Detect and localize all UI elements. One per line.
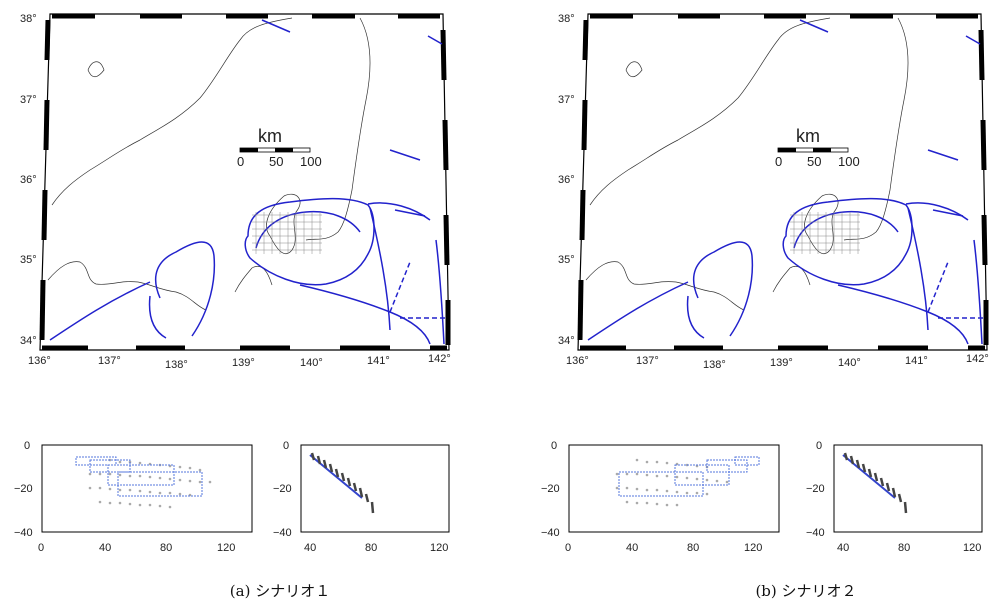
slab-points <box>843 452 908 514</box>
lon-label: 142° <box>966 353 989 365</box>
caption-b: (b) シナリオ２ <box>755 582 857 600</box>
xtick: 120 <box>963 542 981 554</box>
scale-tick-50: 50 <box>269 154 283 169</box>
xtick: 40 <box>99 542 111 554</box>
slab-points <box>310 452 375 514</box>
source-grid <box>790 212 860 254</box>
xtick: 80 <box>365 542 377 554</box>
slab-line <box>842 454 896 499</box>
caption-a: (a) シナリオ１ <box>229 582 331 600</box>
lat-label: 38° <box>20 13 37 25</box>
section-left-a: 0 −20 −40 0 40 80 120 <box>14 440 253 554</box>
fault-lines <box>587 19 984 345</box>
ytick: −40 <box>273 527 292 539</box>
scale-unit: km <box>258 126 282 146</box>
ytick: −40 <box>806 527 825 539</box>
ytick: −20 <box>273 483 292 495</box>
lon-label: 140° <box>300 357 323 369</box>
source-grid <box>252 212 322 254</box>
lat-label: 36° <box>558 174 575 186</box>
xtick: 40 <box>304 542 316 554</box>
scale-tick-0: 0 <box>775 154 782 169</box>
map-a: km 0 50 100 38° 37° 36° 35° 34° 136° 137… <box>20 13 451 371</box>
xtick: 0 <box>38 542 44 554</box>
xtick: 120 <box>430 542 448 554</box>
scale-tick-50: 50 <box>807 154 821 169</box>
lat-label: 37° <box>20 94 37 106</box>
scale-tick-0: 0 <box>237 154 244 169</box>
lon-label: 137° <box>636 355 659 367</box>
coastline <box>585 17 909 311</box>
ytick: 0 <box>283 440 289 452</box>
map-b: km 0 50 100 38° 37° 36° 35° 34° 136° 137… <box>558 13 989 371</box>
lat-label: 35° <box>558 254 575 266</box>
lon-label: 141° <box>905 355 928 367</box>
xtick: 80 <box>160 542 172 554</box>
lat-label: 36° <box>20 174 37 186</box>
xtick: 120 <box>217 542 235 554</box>
map-border-ticks <box>577 13 989 351</box>
section-right-b: 0 −20 −40 40 80 120 <box>806 440 983 554</box>
ytick: −40 <box>541 527 560 539</box>
depth-points <box>615 458 729 507</box>
xtick: 0 <box>565 542 571 554</box>
scale-bar: km 0 50 100 <box>775 126 860 169</box>
lon-label: 142° <box>428 353 451 365</box>
xtick: 80 <box>687 542 699 554</box>
lon-label: 136° <box>28 355 51 367</box>
xtick: 40 <box>837 542 849 554</box>
xtick: 40 <box>626 542 638 554</box>
coastline <box>47 17 371 311</box>
ytick: −40 <box>14 527 33 539</box>
depth-points <box>88 458 212 509</box>
lon-label: 138° <box>703 359 726 371</box>
slab-line <box>309 454 363 499</box>
lat-label: 37° <box>558 94 575 106</box>
ytick: 0 <box>551 440 557 452</box>
ytick: −20 <box>14 483 33 495</box>
section-left-b: 0 −20 −40 0 40 80 120 <box>541 440 780 554</box>
lat-label: 38° <box>558 13 575 25</box>
ytick: −20 <box>806 483 825 495</box>
map-border-ticks <box>39 13 451 351</box>
scale-tick-100: 100 <box>838 154 860 169</box>
scale-tick-100: 100 <box>300 154 322 169</box>
xtick: 120 <box>744 542 762 554</box>
ytick: 0 <box>24 440 30 452</box>
xtick: 80 <box>898 542 910 554</box>
fault-rectangles <box>618 456 760 497</box>
lon-label: 137° <box>98 355 121 367</box>
lat-label: 34° <box>558 335 575 347</box>
lon-label: 140° <box>838 357 861 369</box>
scale-bar: km 0 50 100 <box>237 126 322 169</box>
section-right-a: 0 −20 −40 40 80 120 <box>273 440 450 554</box>
ytick: −20 <box>541 483 560 495</box>
fault-rectangles <box>75 456 203 497</box>
lon-label: 139° <box>770 357 793 369</box>
lon-label: 138° <box>165 359 188 371</box>
lat-label: 34° <box>20 335 37 347</box>
fault-lines <box>49 19 446 345</box>
lon-label: 141° <box>367 355 390 367</box>
lat-label: 35° <box>20 254 37 266</box>
scale-unit: km <box>796 126 820 146</box>
lon-label: 139° <box>232 357 255 369</box>
lon-label: 136° <box>566 355 589 367</box>
ytick: 0 <box>816 440 822 452</box>
